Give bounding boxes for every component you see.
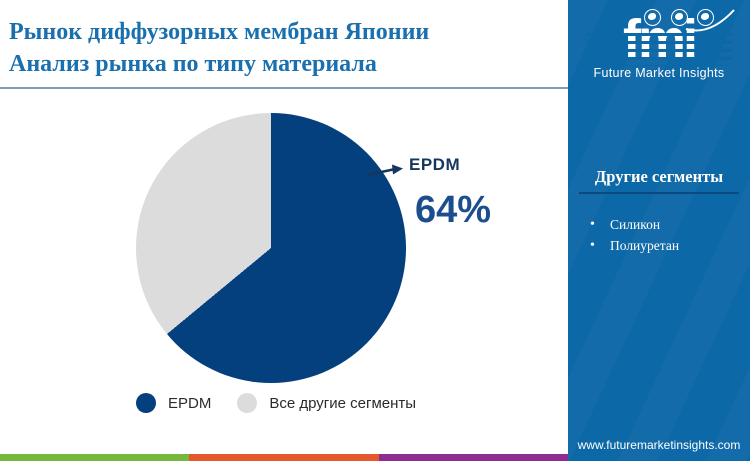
chart-legend: EPDM Все другие сегменты [136, 393, 416, 413]
pie-callout-value: 64% [415, 189, 492, 231]
other-segments-divider [579, 192, 739, 194]
legend-swatch-epdm [136, 393, 156, 413]
legend-swatch-other [237, 393, 258, 413]
logo-company-name: Future Market Insights [593, 66, 725, 80]
globe-americas-icon [644, 9, 661, 26]
website-url-link[interactable]: www.futuremarketinsights.com [577, 438, 741, 452]
callout-arrow-icon [366, 164, 403, 177]
page-title-line1: Рынок диффузорных мембран Японии [9, 19, 430, 45]
globe-europe-icon [671, 9, 688, 26]
fmi-logo: fmi Future Market Insights [568, 0, 750, 96]
legend-item-epdm: EPDM [136, 393, 211, 413]
main-panel: Рынок диффузорных мембран Японии Анализ … [0, 16, 568, 461]
right-sidebar: fmi Future Market Insights Другие сегмен… [568, 0, 750, 461]
bottom-color-stripe [0, 454, 568, 461]
other-segments-list: Силикон Полиуретан [590, 214, 679, 256]
legend-label-epdm: EPDM [168, 394, 212, 412]
pie-callout-label: EPDM [409, 155, 461, 174]
list-item-silicone: Силикон [590, 214, 679, 235]
stripe-segment-green [0, 454, 190, 461]
pie-chart [136, 113, 406, 383]
title-divider [0, 87, 568, 89]
logo-monogram: fmi [623, 9, 698, 69]
stripe-segment-purple [378, 454, 568, 461]
page-title-line2: Анализ рынка по типу материала [9, 51, 377, 77]
page-title: Рынок диффузорных мембран Японии Анализ … [9, 16, 554, 80]
stripe-segment-orange [189, 454, 379, 461]
list-item-polyurethane: Полиуретан [590, 235, 679, 256]
legend-item-other: Все другие сегменты [237, 393, 416, 413]
legend-label-other: Все другие сегменты [269, 394, 417, 412]
globe-asia-icon [697, 9, 714, 26]
other-segments-heading: Другие сегменты [594, 167, 724, 186]
